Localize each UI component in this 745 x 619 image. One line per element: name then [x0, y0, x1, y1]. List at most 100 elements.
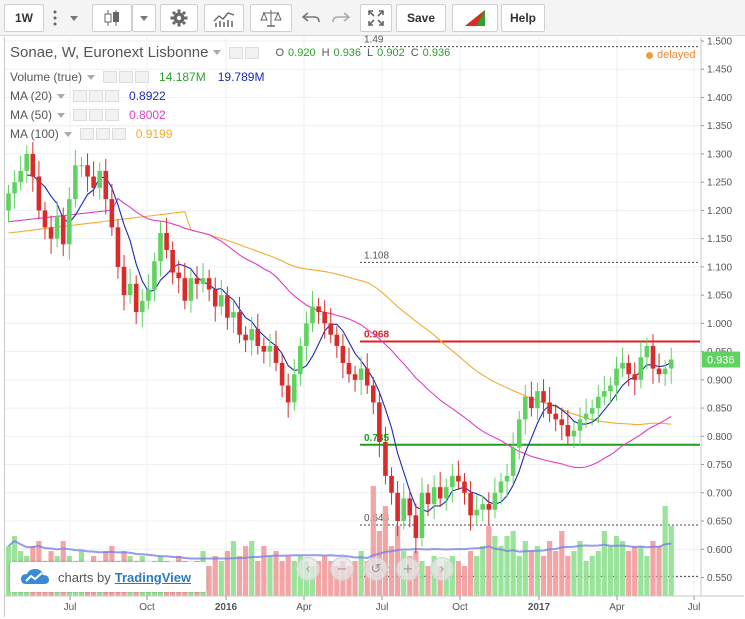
redo-button[interactable]	[326, 4, 356, 32]
candle-body	[182, 278, 188, 301]
candle	[212, 277, 218, 322]
candle	[12, 170, 17, 209]
ohlc-c-value: 0.936	[422, 46, 451, 59]
candle-body	[583, 413, 589, 420]
cloud-chart-icon	[21, 569, 49, 584]
chart-style-button[interactable]	[92, 4, 132, 32]
candle-body	[377, 402, 382, 442]
volume-bar	[638, 546, 644, 596]
volume-bar	[480, 546, 486, 596]
candle	[383, 426, 388, 485]
ma20-label[interactable]: MA (20)	[10, 89, 53, 103]
candle	[462, 473, 467, 505]
candle-body	[152, 261, 157, 290]
close-icon[interactable]	[105, 109, 120, 121]
close-icon[interactable]	[135, 71, 150, 83]
scroll-left-button[interactable]: ‹	[296, 557, 320, 581]
candle-body	[450, 475, 455, 488]
candle	[456, 460, 461, 490]
candle-body	[486, 504, 492, 510]
candle	[328, 308, 334, 344]
gear-icon[interactable]	[245, 46, 260, 59]
reset-button[interactable]: ↺	[364, 557, 388, 581]
volume-bar	[486, 526, 492, 596]
zoom-in-button[interactable]: +	[396, 557, 420, 581]
eye-icon[interactable]	[73, 90, 88, 102]
eye-icon[interactable]	[79, 128, 94, 140]
candle-body	[279, 362, 285, 386]
volume-bar	[322, 556, 328, 596]
candle-body	[407, 498, 413, 516]
save-button[interactable]: Save	[396, 4, 446, 32]
candle-body	[364, 368, 370, 386]
ma50-label[interactable]: MA (50)	[10, 108, 53, 122]
candle	[36, 161, 42, 219]
candle-body	[456, 475, 461, 482]
y-tick-label: 1.400	[707, 93, 732, 104]
candle	[146, 274, 151, 310]
tradingview-watermark[interactable]: charts by TradingView	[10, 562, 206, 592]
candle	[407, 489, 413, 528]
ohlc-l-label: L	[367, 46, 374, 59]
ma100-label[interactable]: MA (100)	[10, 127, 59, 141]
gear-icon[interactable]	[89, 109, 104, 121]
volume-value-1: 14.187M	[159, 70, 206, 84]
indicators-button[interactable]	[204, 4, 244, 32]
volume-bar	[218, 561, 224, 596]
candle	[595, 384, 601, 424]
zoom-out-button[interactable]: −	[330, 557, 354, 581]
watermark-prefix: charts by	[58, 569, 111, 585]
y-tick-label: 0.600	[707, 545, 732, 556]
eye-icon[interactable]	[103, 71, 118, 83]
volume-bar	[425, 566, 431, 596]
chevron-right-icon: ›	[439, 561, 445, 577]
compare-button[interactable]	[250, 4, 292, 32]
close-icon[interactable]	[105, 90, 120, 102]
gear-icon[interactable]	[119, 71, 134, 83]
settings-button[interactable]	[160, 4, 198, 32]
eye-icon[interactable]	[229, 46, 244, 59]
volume-bar	[388, 546, 395, 596]
y-tick-label: 1.300	[707, 149, 732, 160]
fullscreen-button[interactable]	[360, 4, 392, 32]
chart-style-dropdown[interactable]	[132, 4, 156, 32]
ma50-line	[8, 197, 672, 469]
gear-icon[interactable]	[95, 128, 110, 140]
candle	[285, 373, 291, 418]
tradingview-logo-button[interactable]	[452, 4, 498, 32]
volume-bar	[492, 536, 498, 596]
interval-dropdown[interactable]	[64, 4, 84, 32]
candle	[425, 484, 431, 516]
scroll-right-button[interactable]: ›	[430, 557, 454, 581]
candle	[431, 475, 437, 520]
last-price-label: 0.936	[707, 355, 735, 367]
ma100-line	[8, 211, 672, 426]
symbol-title[interactable]: Sonae, W, Euronext Lisbonne	[10, 44, 209, 61]
volume-bar	[212, 556, 218, 596]
ma20-value: 0.8922	[129, 89, 166, 103]
candle-body	[529, 396, 534, 409]
close-icon[interactable]	[111, 128, 126, 140]
x-tick-label: Apr	[296, 602, 312, 613]
ohlc-h-label: H	[321, 46, 330, 59]
help-button[interactable]: Help	[501, 4, 545, 32]
candle-body	[328, 323, 334, 335]
candle-body	[559, 419, 565, 426]
volume-label[interactable]: Volume (true)	[10, 70, 83, 84]
candle-body	[608, 385, 613, 392]
volume-bar	[644, 556, 650, 596]
interval-button[interactable]: 1W	[4, 4, 44, 32]
candle	[571, 422, 577, 449]
eye-icon[interactable]	[73, 109, 88, 121]
candle	[103, 159, 109, 215]
candle-body	[395, 492, 400, 522]
candle-body	[535, 391, 540, 409]
candle	[164, 217, 169, 259]
volume-bar	[364, 561, 370, 596]
candle	[158, 221, 163, 277]
more-vert-icon[interactable]	[46, 4, 64, 32]
gear-icon[interactable]	[89, 90, 104, 102]
candle-body	[431, 487, 437, 505]
tradingview-link[interactable]: TradingView	[114, 569, 192, 585]
undo-button[interactable]	[296, 4, 326, 32]
